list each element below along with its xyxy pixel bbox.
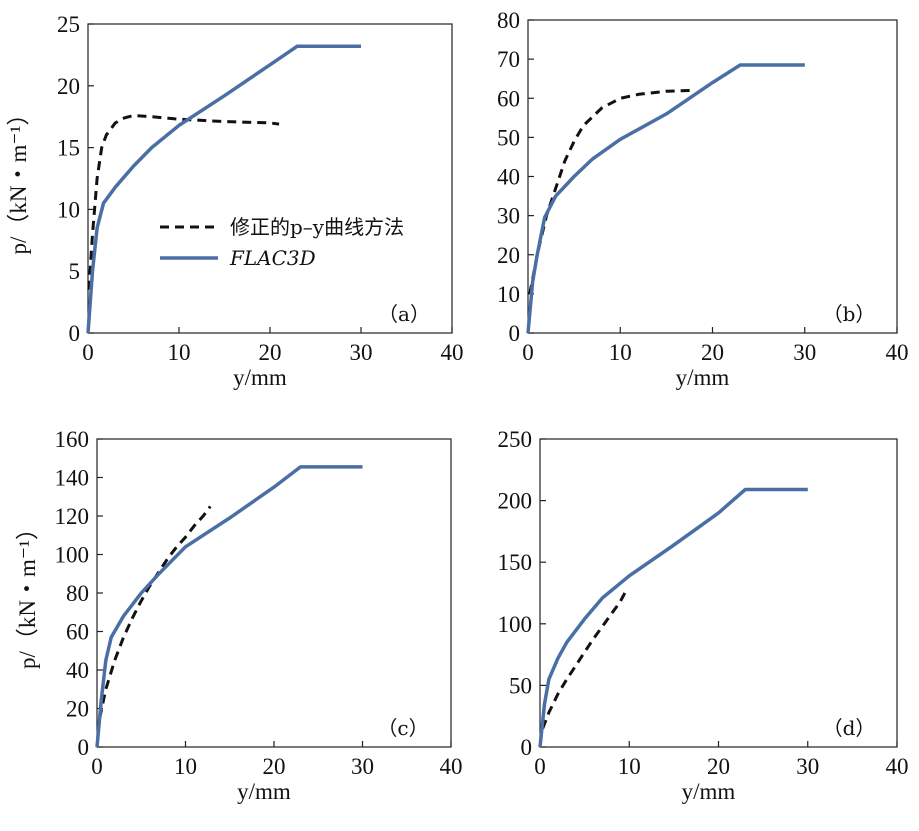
series-line-modified-py [87, 114, 280, 290]
x-tick-label: 20 [263, 754, 286, 779]
y-tick-label: 0 [521, 735, 533, 760]
y-tick-label: 40 [66, 658, 89, 683]
legend-label-flac3d: FLAC3D [229, 246, 316, 270]
panel-tag: （d） [823, 716, 876, 740]
y-tick-label: 70 [497, 47, 520, 72]
y-tick-label: 20 [66, 697, 89, 722]
x-axis-title: y/mm [233, 365, 287, 390]
x-tick-label: 0 [91, 754, 103, 779]
panel-tag: （c） [377, 716, 428, 740]
series-line-flac3d [526, 63, 805, 334]
panel-tag: （b） [823, 302, 876, 326]
y-tick-label: 80 [66, 581, 89, 606]
x-tick-label: 40 [886, 340, 909, 365]
panel-d: 0 10 20 30 40 0 50 100 150 200 250 y/mm （d） [498, 427, 909, 804]
y-tick-label: 25 [57, 12, 80, 37]
series-line-modified-py [528, 88, 695, 295]
x-tick-label: 20 [259, 340, 282, 365]
y-tick-label: 200 [498, 489, 533, 514]
x-tick-label: 10 [609, 340, 632, 365]
x-axis-title: y/mm [682, 779, 736, 804]
legend-label-modified-py: 修正的p–y曲线方法 [230, 215, 404, 239]
series-line-flac3d [538, 487, 808, 748]
series-line-flac3d [86, 44, 361, 334]
y-tick-label: 50 [497, 125, 520, 150]
y-tick-label: 40 [497, 165, 520, 190]
x-tick-label: 10 [618, 754, 641, 779]
y-tick-label: 160 [55, 427, 90, 452]
y-tick-label: 20 [497, 243, 520, 268]
y-tick-label: 10 [497, 282, 520, 307]
series-line-flac3d [95, 465, 363, 748]
x-tick-label: 0 [534, 754, 546, 779]
x-tick-label: 0 [82, 340, 94, 365]
y-tick-label: 15 [57, 136, 80, 161]
x-tick-label: 30 [350, 340, 373, 365]
y-axis-title: p/（kN・m⁻¹） [15, 517, 40, 669]
y-tick-label: 140 [55, 466, 90, 491]
y-tick-label: 0 [69, 321, 81, 346]
y-tick-label: 10 [57, 197, 80, 222]
y-tick-label: 150 [498, 550, 533, 575]
y-tick-label: 120 [55, 504, 90, 529]
x-tick-label: 30 [351, 754, 374, 779]
y-tick-label: 80 [497, 8, 520, 33]
y-tick-label: 0 [78, 735, 90, 760]
y-tick-label: 60 [497, 86, 520, 111]
x-tick-label: 10 [174, 754, 197, 779]
x-tick-label: 10 [168, 340, 191, 365]
x-axis-title: y/mm [237, 779, 291, 804]
x-tick-label: 30 [796, 754, 819, 779]
x-tick-label: 30 [793, 340, 816, 365]
panel-c: 0 10 20 30 40 0 20 40 60 80 100 120 140 160 y/mm p/（kN・… [15, 427, 463, 804]
plot-frame [539, 438, 898, 748]
y-axis-title: p/（kN・m⁻¹） [6, 103, 31, 255]
x-tick-label: 20 [707, 754, 730, 779]
y-tick-label: 100 [498, 612, 533, 637]
plot-frame [87, 23, 453, 334]
plot-frame [527, 19, 898, 334]
y-tick-label: 0 [509, 321, 521, 346]
y-tick-label: 100 [55, 543, 90, 568]
x-tick-label: 40 [886, 754, 909, 779]
y-tick-label: 60 [66, 620, 89, 645]
series-line-modified-py [541, 592, 627, 730]
x-tick-label: 20 [701, 340, 724, 365]
y-tick-label: 30 [497, 204, 520, 229]
panel-a: 0 10 20 30 40 0 5 10 15 20 25 y/mm p/（kN・m⁻¹） （a） 修正的p… [6, 12, 464, 390]
y-tick-label: 250 [498, 427, 533, 452]
panel-b: 0 10 20 30 40 0 10 20 30 40 50 60 70 80 y/mm （b） [497, 8, 909, 390]
x-axis-title: y/mm [676, 365, 730, 390]
y-tick-label: 5 [69, 259, 81, 284]
x-tick-label: 40 [441, 340, 464, 365]
panel-tag: （a） [378, 302, 430, 326]
x-tick-label: 0 [522, 340, 534, 365]
y-tick-label: 50 [509, 673, 532, 698]
x-tick-label: 40 [440, 754, 463, 779]
series-line-modified-py [98, 505, 212, 719]
y-tick-label: 20 [57, 74, 80, 99]
